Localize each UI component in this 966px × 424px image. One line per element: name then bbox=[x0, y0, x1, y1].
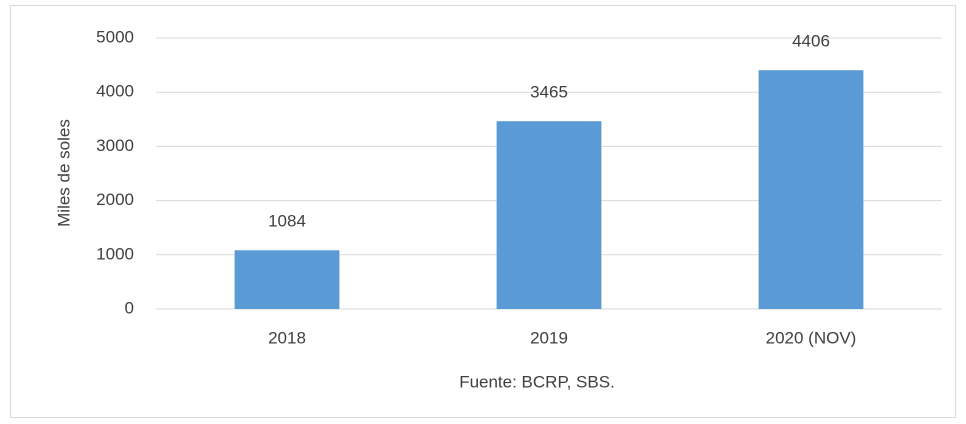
y-tick-label: 2000 bbox=[96, 190, 134, 209]
data-label: 3465 bbox=[530, 83, 568, 102]
data-label: 4406 bbox=[792, 32, 830, 51]
y-tick-label: 1000 bbox=[96, 244, 134, 263]
bar bbox=[234, 250, 340, 309]
y-tick-label: 3000 bbox=[96, 136, 134, 155]
y-axis-label: Miles de soles bbox=[54, 119, 73, 227]
bar bbox=[496, 121, 602, 310]
x-tick-label: 2019 bbox=[530, 328, 568, 347]
x-tick-label: 2020 (NOV) bbox=[766, 328, 857, 347]
y-tick-label: 0 bbox=[125, 298, 134, 317]
y-tick-label: 4000 bbox=[96, 82, 134, 101]
bar bbox=[758, 70, 864, 310]
y-tick-label: 5000 bbox=[96, 27, 134, 46]
x-axis-label: Fuente: BCRP, SBS. bbox=[459, 372, 615, 391]
data-label: 1084 bbox=[268, 212, 306, 231]
x-tick-label: 2018 bbox=[268, 328, 306, 347]
